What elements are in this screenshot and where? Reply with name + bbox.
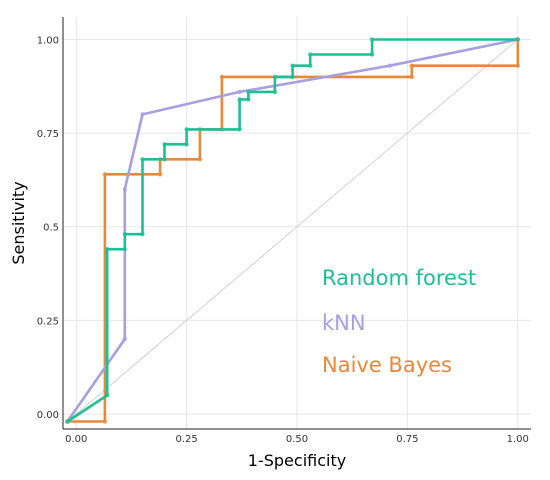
data-point-random-forest (246, 89, 251, 95)
data-point-random-forest (184, 142, 189, 147)
data-point-random-forest (246, 97, 251, 102)
data-point-knn (122, 336, 128, 342)
data-point-random-forest (515, 37, 520, 42)
data-point-random-forest (369, 52, 375, 57)
x-axis-title: 1-Specificity (248, 451, 346, 470)
data-point-naive-bayes (102, 419, 108, 424)
data-point-naive-bayes (515, 63, 520, 68)
x-tick-label: 1.00 (507, 434, 529, 445)
data-point-naive-bayes (219, 74, 225, 80)
data-point-knn (237, 89, 242, 95)
data-point-knn (122, 187, 128, 192)
legend-entry-naive-bayes: Naive Bayes (322, 353, 452, 377)
data-point-random-forest (290, 74, 295, 80)
data-point-random-forest (122, 247, 128, 252)
data-point-random-forest (290, 63, 295, 68)
data-point-naive-bayes (157, 172, 163, 177)
data-point-random-forest (237, 97, 242, 102)
x-tick-label: 0.25 (175, 434, 197, 445)
data-point-random-forest (140, 232, 145, 237)
data-point-knn (387, 63, 392, 68)
data-point-random-forest (184, 127, 189, 132)
data-point-knn (140, 112, 145, 117)
data-point-random-forest (162, 157, 167, 162)
legend-entry-random-forest: Random forest (322, 266, 476, 290)
y-tick-label: 1.00 (37, 35, 59, 46)
data-point-random-forest (308, 63, 313, 68)
x-tick-label: 0.75 (396, 434, 418, 445)
y-tick-label: 0.5 (43, 223, 59, 234)
series-layer (65, 37, 520, 424)
data-point-random-forest (272, 89, 278, 95)
data-point-random-forest (237, 127, 242, 132)
legend-entry-knn: kNN (322, 311, 366, 335)
data-point-naive-bayes (409, 63, 414, 68)
y-tick-label: 0.75 (37, 129, 59, 140)
y-tick-label: 0.25 (37, 316, 59, 327)
data-point-random-forest (65, 419, 70, 424)
data-point-naive-bayes (102, 172, 108, 177)
data-point-random-forest (162, 142, 167, 147)
data-point-random-forest (104, 247, 110, 252)
data-point-random-forest (308, 52, 313, 57)
x-tick-label: 0.50 (286, 434, 308, 445)
data-point-random-forest (272, 74, 278, 80)
data-point-random-forest (122, 232, 128, 237)
y-axis-title: Sensitivity (9, 181, 28, 264)
x-tick-label: 0.00 (65, 434, 87, 445)
data-point-naive-bayes (409, 74, 414, 80)
grid (63, 17, 531, 429)
data-point-random-forest (104, 393, 110, 398)
legend: Random forest kNN Naive Bayes (322, 266, 476, 377)
data-point-naive-bayes (197, 157, 203, 162)
y-tick-label: 0.00 (37, 410, 59, 421)
reference-diagonal-line (67, 39, 519, 422)
tick-labels: 0.00 0.25 0.50 0.75 1.00 0.00 0.25 0.5 0.75 1.00 (37, 35, 529, 445)
data-point-random-forest (369, 37, 375, 42)
data-point-random-forest (140, 157, 145, 162)
